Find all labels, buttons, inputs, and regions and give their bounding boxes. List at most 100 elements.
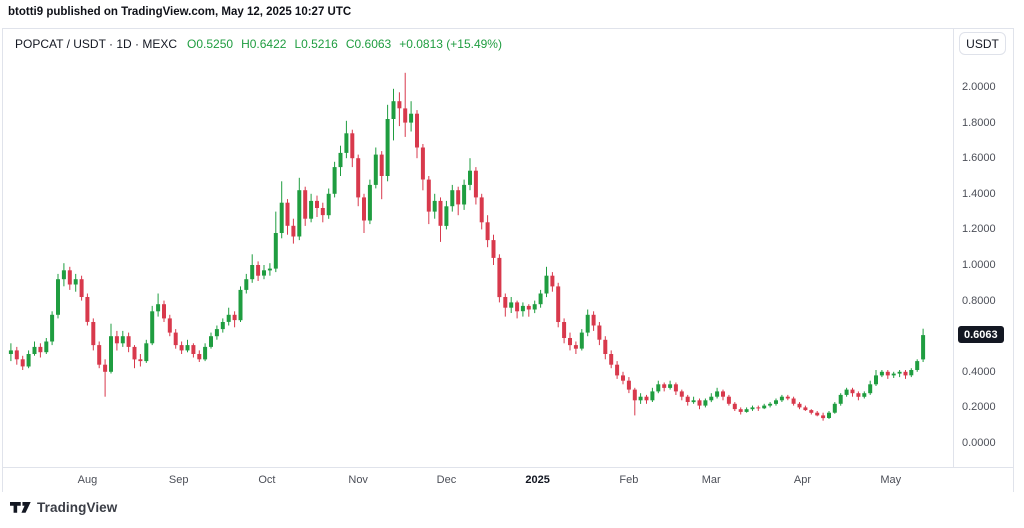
candle <box>585 309 590 337</box>
price-scale[interactable]: USDT 0.6063 2.0000 1.8000 1.6000 1.4000 1.20… <box>953 29 1013 491</box>
ohlc-open: O0.5250 <box>187 37 234 51</box>
candle <box>338 145 343 176</box>
candle <box>26 350 31 369</box>
candle <box>844 387 849 397</box>
candle <box>903 370 908 379</box>
candle <box>291 218 296 244</box>
candle <box>797 402 802 410</box>
candle <box>150 305 155 346</box>
candle <box>162 300 166 322</box>
candle <box>244 273 249 294</box>
candle <box>856 391 861 401</box>
attribution-text: btotti9 published on TradingView.com, Ma… <box>8 6 352 18</box>
candle <box>874 370 878 386</box>
candle <box>868 380 873 395</box>
candle <box>715 387 720 399</box>
candle <box>91 318 96 351</box>
candle <box>626 377 631 394</box>
y-tick-label: 1.8000 <box>962 116 996 129</box>
candle <box>632 387 637 416</box>
x-tick-label: Oct <box>258 474 276 486</box>
candle <box>503 293 508 317</box>
tradingview-mark-icon <box>10 502 31 513</box>
candle <box>732 402 737 411</box>
candle <box>138 354 143 367</box>
candle <box>897 370 902 378</box>
candles-svg[interactable] <box>3 29 954 467</box>
ohlc-close: C0.6063 <box>345 37 392 51</box>
candle <box>373 147 378 189</box>
candle <box>97 341 102 369</box>
candle <box>497 254 502 303</box>
candle <box>32 341 37 356</box>
candle <box>120 330 125 347</box>
y-tick-label: 1.2000 <box>962 223 996 236</box>
y-tick-label: 1.0000 <box>962 259 996 271</box>
candle <box>67 266 72 290</box>
candle <box>79 275 84 301</box>
candle <box>756 405 761 411</box>
candle <box>156 293 161 317</box>
candle <box>827 411 831 419</box>
candle <box>279 181 284 239</box>
candle <box>444 200 449 230</box>
candle <box>491 234 496 265</box>
x-tick-label: May <box>880 474 902 486</box>
candle <box>344 120 349 159</box>
candle <box>38 343 43 358</box>
candle <box>697 398 702 410</box>
candle <box>309 193 314 223</box>
candle <box>50 311 55 346</box>
candle <box>621 371 625 385</box>
tradingview-brand-text: TradingView <box>37 500 118 515</box>
currency-toggle-button[interactable]: USDT <box>959 32 1006 55</box>
y-tick-label: 0.8000 <box>962 294 996 307</box>
y-tick-label: 2.0000 <box>962 81 996 93</box>
candle <box>879 370 884 378</box>
candle <box>850 387 855 397</box>
time-axis[interactable]: Aug Sep Oct Nov Dec 2025 Feb Mar Apr May <box>3 467 1013 492</box>
candle <box>774 398 778 406</box>
ohlc-change: +0.0813 (+15.49%) <box>399 37 502 51</box>
candle <box>832 402 837 414</box>
candle <box>550 272 555 292</box>
candle <box>209 332 213 349</box>
candle <box>462 179 467 210</box>
candle <box>744 407 749 413</box>
candle <box>562 318 567 344</box>
candle <box>8 343 13 362</box>
candle <box>568 332 572 351</box>
x-tick-label: Nov <box>348 474 368 486</box>
y-tick-label: 0.2000 <box>962 401 996 414</box>
candle <box>509 297 514 313</box>
candle <box>232 311 237 328</box>
candle <box>14 346 19 365</box>
candle <box>603 336 608 360</box>
candle <box>615 361 620 379</box>
candle <box>438 197 443 242</box>
x-tick-label: Dec <box>436 474 457 486</box>
candle <box>538 289 543 308</box>
candle <box>432 193 437 219</box>
candle <box>256 261 261 281</box>
candle <box>662 382 667 392</box>
candle <box>791 396 796 406</box>
candle <box>73 273 78 292</box>
candle <box>685 394 690 406</box>
candle <box>109 323 113 374</box>
candle <box>544 266 549 298</box>
candle <box>597 322 602 346</box>
candle <box>397 92 402 127</box>
candle <box>44 338 49 354</box>
candle <box>420 144 425 191</box>
candle <box>556 282 561 328</box>
candle <box>803 405 808 411</box>
candle <box>391 88 396 141</box>
candle <box>485 215 490 248</box>
candle <box>273 211 278 273</box>
candle <box>821 412 826 421</box>
candle <box>250 254 255 283</box>
candle <box>103 359 108 397</box>
tradingview-logo-link[interactable]: TradingView <box>10 500 117 515</box>
ohlc-low: L0.5216 <box>294 37 338 51</box>
